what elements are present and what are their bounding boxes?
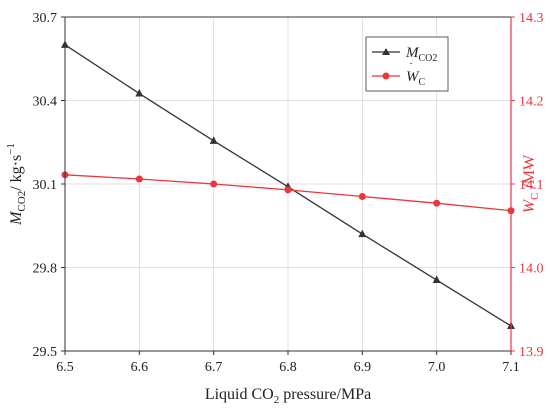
right-y-axis-ticks: 13.9 14.0 14.1 14.2 14.3 bbox=[511, 11, 544, 360]
right-y-axis-label: WC /MW bbox=[521, 154, 541, 213]
legend-label-wc: WC bbox=[406, 69, 426, 88]
left-y-tick-label: 29.8 bbox=[33, 262, 58, 277]
x-tick-label: 6.8 bbox=[279, 360, 297, 375]
legend-item-wc: WC · bbox=[372, 56, 426, 88]
x-tick-label: 7.0 bbox=[428, 360, 446, 375]
data-point-mco2 bbox=[135, 89, 144, 97]
data-point-wc bbox=[210, 180, 218, 188]
data-point-mco2 bbox=[209, 136, 218, 144]
left-y-tick-label: 30.7 bbox=[33, 11, 58, 26]
left-y-tick-label: 30.1 bbox=[33, 178, 58, 193]
plot-series bbox=[61, 40, 515, 329]
x-tick-label: 6.7 bbox=[205, 360, 223, 375]
data-point-mco2 bbox=[358, 229, 367, 238]
right-y-tick-label: 14.1 bbox=[519, 178, 544, 193]
x-axis-label: Liquid CO2 pressure/MPa bbox=[205, 386, 371, 406]
right-y-tick-label: 14.2 bbox=[519, 95, 544, 110]
right-y-axis-label-dot: · bbox=[528, 162, 533, 177]
left-y-tick-label: 30.4 bbox=[33, 95, 58, 110]
legend-box bbox=[365, 36, 449, 92]
x-tick-label: 6.5 bbox=[56, 360, 74, 375]
legend-item-mco2: MCO2 bbox=[372, 45, 437, 64]
legend-marker-triangle bbox=[382, 48, 390, 55]
x-axis-ticks: 6.5 6.6 6.7 6.8 6.9 7.0 7.1 bbox=[56, 351, 520, 375]
right-y-tick-label: 14.3 bbox=[519, 11, 544, 26]
x-tick-label: 6.9 bbox=[354, 360, 372, 375]
legend-label-mco2: MCO2 bbox=[405, 45, 437, 64]
left-y-axis-ticks: 29.5 29.8 30.1 30.4 30.7 bbox=[33, 11, 65, 360]
data-point-wc bbox=[358, 193, 366, 201]
data-point-wc bbox=[135, 175, 143, 183]
right-y-tick-label: 14.0 bbox=[519, 262, 544, 277]
data-point-wc bbox=[433, 199, 441, 207]
legend-label-wc-dot: · bbox=[409, 56, 413, 70]
legend: MCO2 WC · bbox=[365, 36, 449, 92]
x-tick-label: 7.1 bbox=[502, 360, 520, 375]
left-y-tick-label: 29.5 bbox=[33, 345, 58, 360]
data-point-wc bbox=[284, 186, 292, 194]
x-tick-label: 6.6 bbox=[131, 360, 149, 375]
left-y-axis-label: MCO2/ kg·s−1 bbox=[5, 143, 28, 226]
right-y-tick-label: 13.9 bbox=[519, 345, 544, 360]
data-point-mco2 bbox=[432, 275, 441, 284]
legend-marker-circle bbox=[382, 72, 390, 80]
